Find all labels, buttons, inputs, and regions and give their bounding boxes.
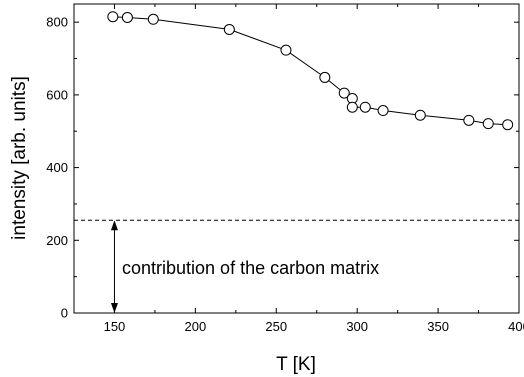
data-point [359,101,371,113]
data-point [502,119,514,131]
data-point [107,11,119,23]
data-point [121,11,133,23]
x-axis-title: T [K] [276,354,316,375]
data-point [223,23,235,35]
annotation-text: contribution of the carbon matrix [122,258,379,278]
data-points [107,11,514,131]
x-tick-label: 200 [185,319,207,334]
series-line [112,16,508,126]
x-tick-label: 300 [346,319,368,334]
tick-labels: 150 200 250 300 350 400 0 200 400 600 800 [46,15,524,334]
x-tick-label: 400 [508,319,524,334]
plot-frame [73,3,520,314]
y-tick-label: 400 [46,160,68,175]
data-point [377,105,389,117]
data-point [463,114,475,126]
x-tick-label: 350 [427,319,449,334]
x-tick-label: 250 [265,319,287,334]
arrow-head-down [110,303,118,313]
x-tick-label: 150 [104,319,126,334]
axis-ticks [73,4,520,314]
data-point [482,118,494,130]
data-point [338,87,350,99]
data-point [319,71,331,83]
double-arrow-annotation [110,220,118,313]
arrow-head-up [110,220,118,231]
data-point [147,13,159,25]
data-point [280,44,292,56]
y-tick-label: 800 [46,15,68,30]
data-point [346,101,358,113]
y-tick-label: 0 [61,306,68,321]
y-tick-label: 600 [46,87,68,102]
data-point [414,109,426,121]
y-axis-title: intensity [arb. units] [9,76,30,240]
y-tick-label: 200 [46,233,68,248]
